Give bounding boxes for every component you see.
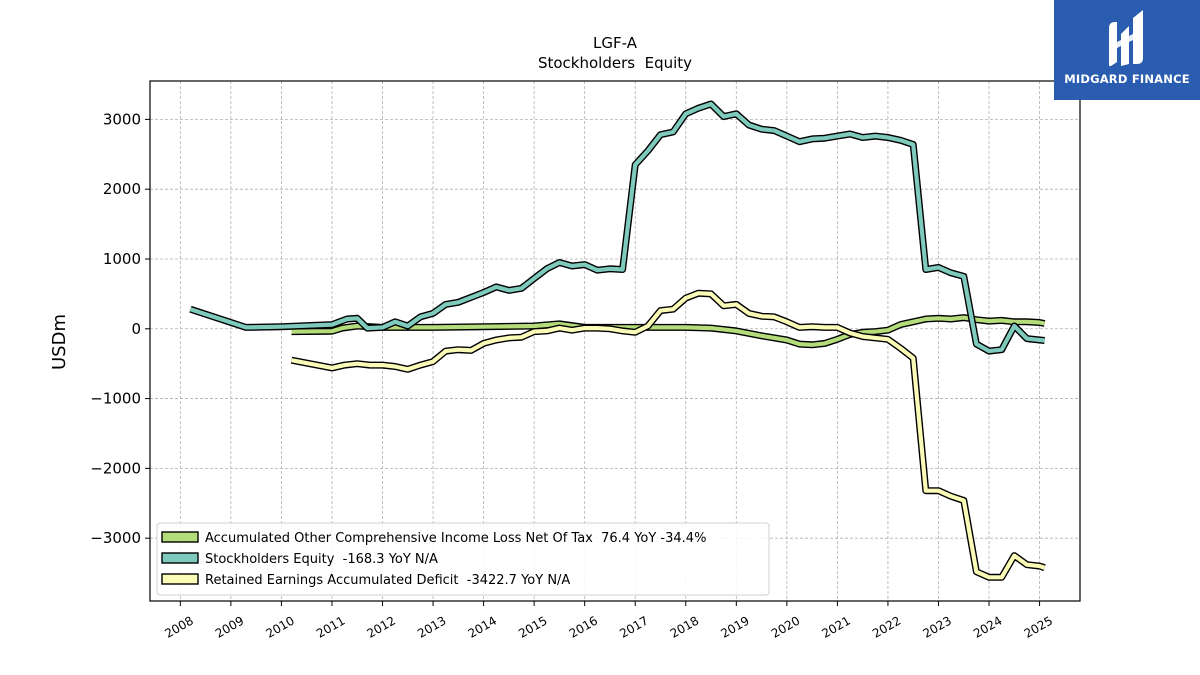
series-3 xyxy=(290,289,1046,581)
y-tick-label: −2000 xyxy=(90,459,141,477)
chart-title: LGF-A xyxy=(593,34,638,52)
y-tick-label: 3000 xyxy=(103,110,141,128)
series-lines xyxy=(189,100,1046,581)
x-tick-label: 2023 xyxy=(921,613,954,640)
x-tick-label: 2021 xyxy=(819,613,852,640)
y-tick-label: 1000 xyxy=(103,250,141,268)
x-tick-label: 2025 xyxy=(1022,613,1055,640)
legend-label: Retained Earnings Accumulated Deficit -3… xyxy=(205,573,570,588)
brand-name: MIDGARD FINANCE xyxy=(1064,72,1190,86)
series-2 xyxy=(189,100,1045,355)
plot-frame xyxy=(149,80,1081,602)
x-tick-label: 2014 xyxy=(466,613,499,640)
legend-swatch xyxy=(161,552,199,564)
legend: Accumulated Other Comprehensive Income L… xyxy=(156,522,770,596)
legend-label: Stockholders Equity -168.3 YoY N/A xyxy=(205,552,438,567)
x-tick-label: 2018 xyxy=(668,613,701,640)
x-tick-label: 2016 xyxy=(567,613,600,640)
brand-logo: MIDGARD FINANCE xyxy=(1054,0,1200,100)
y-axis-ticks: −3000 −2000 −1000 0 1000 2000 3000 xyxy=(90,110,150,547)
series-line xyxy=(291,291,1046,580)
x-tick-label: 2015 xyxy=(516,613,549,640)
y-axis-label: USDm xyxy=(49,314,70,370)
x-tick-label: 2012 xyxy=(365,613,398,640)
chart-subtitle: Stockholders Equity xyxy=(538,54,692,72)
x-tick-label: 2017 xyxy=(617,613,650,640)
y-tick-label: 0 xyxy=(131,320,141,338)
legend-label: Accumulated Other Comprehensive Income L… xyxy=(205,531,706,546)
legend-swatch xyxy=(161,573,199,585)
legend-box xyxy=(156,522,770,596)
y-tick-label: −3000 xyxy=(90,529,141,547)
x-tick-label: 2020 xyxy=(769,613,802,640)
y-tick-label: 2000 xyxy=(103,180,141,198)
x-tick-label: 2013 xyxy=(415,613,448,640)
y-tick-label: −1000 xyxy=(90,390,141,408)
x-tick-label: 2022 xyxy=(870,613,903,640)
x-tick-label: 2010 xyxy=(263,613,296,640)
series-line xyxy=(189,101,1045,354)
x-tick-label: 2008 xyxy=(162,613,195,640)
midgard-logo-icon xyxy=(1109,10,1143,66)
x-tick-label: 2019 xyxy=(718,613,751,640)
x-tick-label: 2009 xyxy=(213,613,246,640)
x-axis-ticks: 2008 2009 2010 2011 2012 2013 2014 2015 2016 2017… xyxy=(162,601,1055,641)
x-tick-label: 2024 xyxy=(971,613,1004,640)
series-line-outline xyxy=(189,100,1045,355)
legend-swatch xyxy=(161,531,199,543)
x-tick-label: 2011 xyxy=(314,613,347,640)
